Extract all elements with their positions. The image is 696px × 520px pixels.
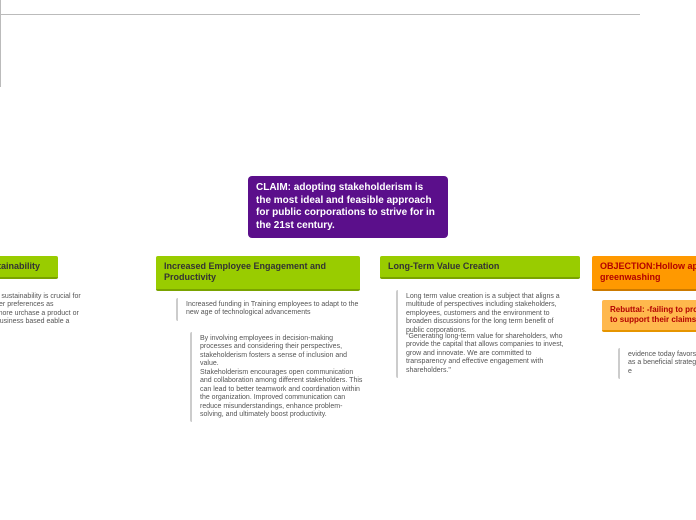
connector bbox=[0, 33, 1, 51]
detail-emp-3: Stakeholderism encourages open communica… bbox=[190, 366, 368, 422]
topic-employee: Increased Employee Engagement and Produc… bbox=[156, 256, 360, 291]
detail-emp-1: Increased funding in Training employees … bbox=[176, 298, 364, 321]
connector bbox=[0, 14, 640, 15]
connector bbox=[0, 15, 1, 33]
connector bbox=[0, 0, 1, 14]
connector bbox=[0, 69, 1, 87]
connector bbox=[0, 51, 1, 69]
detail-rebuttal-1: evidence today favors envir as a benefic… bbox=[618, 348, 696, 379]
topic-longterm: Long-Term Value Creation bbox=[380, 256, 580, 279]
topic-rebuttal: Rebuttal: -failing to pro to support the… bbox=[602, 300, 696, 332]
claim-node: CLAIM: adopting stakeholderism is the mo… bbox=[248, 176, 448, 238]
detail-ltv-2: "Generating long-term value for sharehol… bbox=[396, 330, 576, 378]
topic-objection: OBJECTION:Hollow app greenwashing bbox=[592, 256, 696, 291]
topic-environmental: ental Sustainability bbox=[0, 256, 58, 279]
detail-env-1: y environmental sustainability is crucia… bbox=[0, 290, 88, 338]
